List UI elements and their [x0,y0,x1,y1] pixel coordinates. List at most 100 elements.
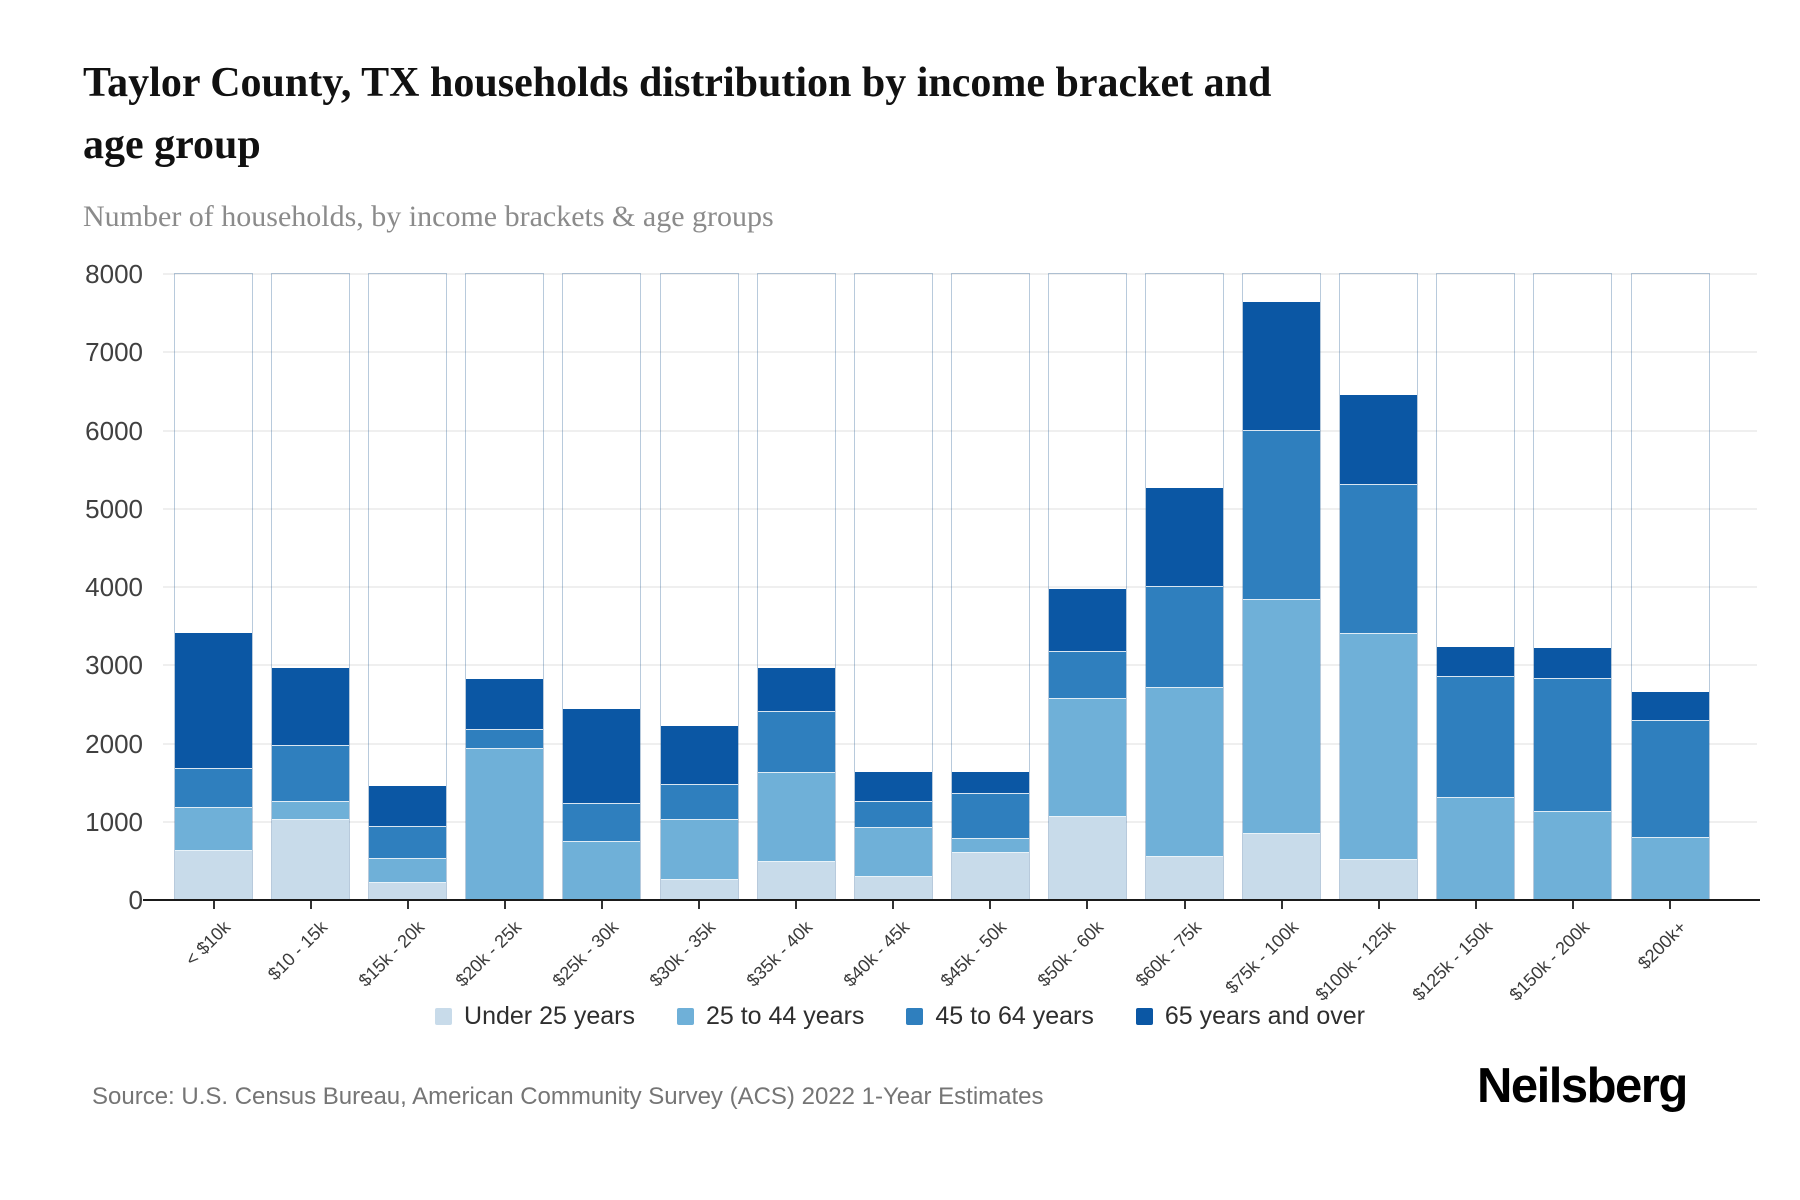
bar-segment-under-25-years [660,879,738,900]
bar-segment-65-years-and-over [1048,588,1126,652]
y-axis-label: 0 [128,885,143,915]
legend-swatch [676,1008,694,1025]
bar [1630,273,1710,901]
bar-segment-25-to-44-years [1146,686,1223,857]
bar-segment-25-to-44-years [1631,838,1709,900]
bar-segment-45-to-64-years [369,825,447,859]
bar-segment-65-years-and-over [272,668,350,746]
x-axis-tick [892,901,895,909]
x-axis-tick [503,901,506,909]
bar-segment-65-years-and-over [175,632,252,769]
legend-swatch [1135,1008,1153,1025]
legend-item-45-to-64-years: 45 to 64 years [906,1002,1094,1031]
chart-title-line-2: age group [83,122,261,168]
legend-item-under-25-years: Under 25 years [435,1002,635,1031]
legend-label: Under 25 years [464,1002,635,1030]
bar [1047,273,1127,901]
bar [1436,273,1516,901]
bar-segment-25-to-44-years [175,807,252,851]
y-axis-label: 3000 [85,650,143,681]
grid-line [163,429,1757,432]
x-axis-tick [795,901,798,909]
legend-label: 25 to 44 years [705,1002,865,1030]
y-axis-label: 8000 [85,259,143,289]
bar-segment-45-to-64-years [466,729,544,749]
bar-segment-45-to-64-years [175,767,252,809]
bar-segment-65-years-and-over [466,679,544,731]
bar-segment-45-to-64-years [854,800,932,829]
legend-swatch [435,1008,453,1025]
x-axis-tick [212,901,215,909]
bar-segment-45-to-64-years [1437,676,1515,799]
bar-segment-45-to-64-years [757,710,835,774]
bar-segment-under-25-years [854,876,932,900]
y-axis-label: 6000 [85,415,143,446]
bar-segment-under-25-years [1243,833,1321,900]
bar [368,273,448,901]
bar-segment-25-to-44-years [1534,811,1612,900]
bar-segment-65-years-and-over [660,725,738,786]
chart-subtitle: Number of households, by income brackets… [83,200,774,233]
bar-segment-65-years-and-over [369,785,447,827]
bar-segment-45-to-64-years [1534,678,1612,812]
source-note: Source: U.S. Census Bureau, American Com… [92,1083,1044,1110]
chart-title-line-1: Taylor County, TX households distributio… [83,60,1272,106]
legend-label: 45 to 64 years [935,1002,1094,1030]
grid-line [163,351,1757,354]
bar-segment-25-to-44-years [1243,599,1321,834]
x-axis-tick [1474,901,1477,909]
bar [1533,273,1613,901]
grid-line [163,507,1757,510]
bar-segment-45-to-64-years [1243,430,1321,601]
bar-segment-under-25-years [1048,816,1126,900]
x-axis-tick [406,901,409,909]
bar-segment-45-to-64-years [272,744,350,802]
bar-segment-under-25-years [1340,860,1418,900]
bar-segment-65-years-and-over [1631,692,1709,721]
y-axis-label: 7000 [85,337,143,368]
y-axis-label: 4000 [85,572,143,602]
bar-segment-under-25-years [369,883,447,900]
bar-segment-65-years-and-over [951,771,1029,794]
bar-segment-65-years-and-over [1437,646,1515,677]
bar-segment-45-to-64-years [1631,719,1709,839]
bar [950,273,1030,901]
legend-label: 65 years and over [1164,1002,1365,1030]
y-axis-label: 1000 [85,806,143,837]
bar-segment-45-to-64-years [951,792,1029,839]
bar-segment-65-years-and-over [1340,395,1418,486]
x-axis-tick [1669,901,1671,909]
bar [853,273,933,901]
bar-segment-65-years-and-over [757,668,835,712]
legend-item-25-to-44-years: 25 to 44 years [676,1002,865,1031]
grid-line [163,742,1757,745]
bar-segment-under-25-years [175,850,252,900]
bar-segment-25-to-44-years [854,827,932,877]
chart-title: Taylor County, TX households distributio… [83,52,1583,176]
bar-segment-65-years-and-over [563,709,641,805]
bar-segment-under-25-years [1146,856,1223,900]
brand-logo: Neilsberg [1477,1059,1688,1113]
bar-segment-25-to-44-years [757,772,835,862]
bar-segment-65-years-and-over [1146,487,1223,587]
bar-segment-25-to-44-years [1437,798,1515,900]
bar-segment-65-years-and-over [854,771,932,802]
bar-segment-25-to-44-years [563,841,641,900]
bar [465,273,545,901]
bar-segment-25-to-44-years [272,800,350,821]
bar [271,273,351,901]
x-axis-tick [1183,901,1186,909]
grid-line [163,273,1757,275]
legend-swatch [906,1008,924,1025]
x-axis-line [143,899,1760,901]
bar-segment-45-to-64-years [660,784,738,821]
legend: Under 25 years 25 to 44 years 45 to 64 yea… [0,1002,1800,1031]
bar-segment-65-years-and-over [1534,647,1612,680]
x-axis-tick [1377,901,1380,909]
bar-segment-25-to-44-years [1340,632,1418,861]
bar-segment-45-to-64-years [1048,650,1126,699]
bar-segment-25-to-44-years [951,837,1029,854]
legend-item-65-years-and-over: 65 years and over [1135,1002,1365,1031]
